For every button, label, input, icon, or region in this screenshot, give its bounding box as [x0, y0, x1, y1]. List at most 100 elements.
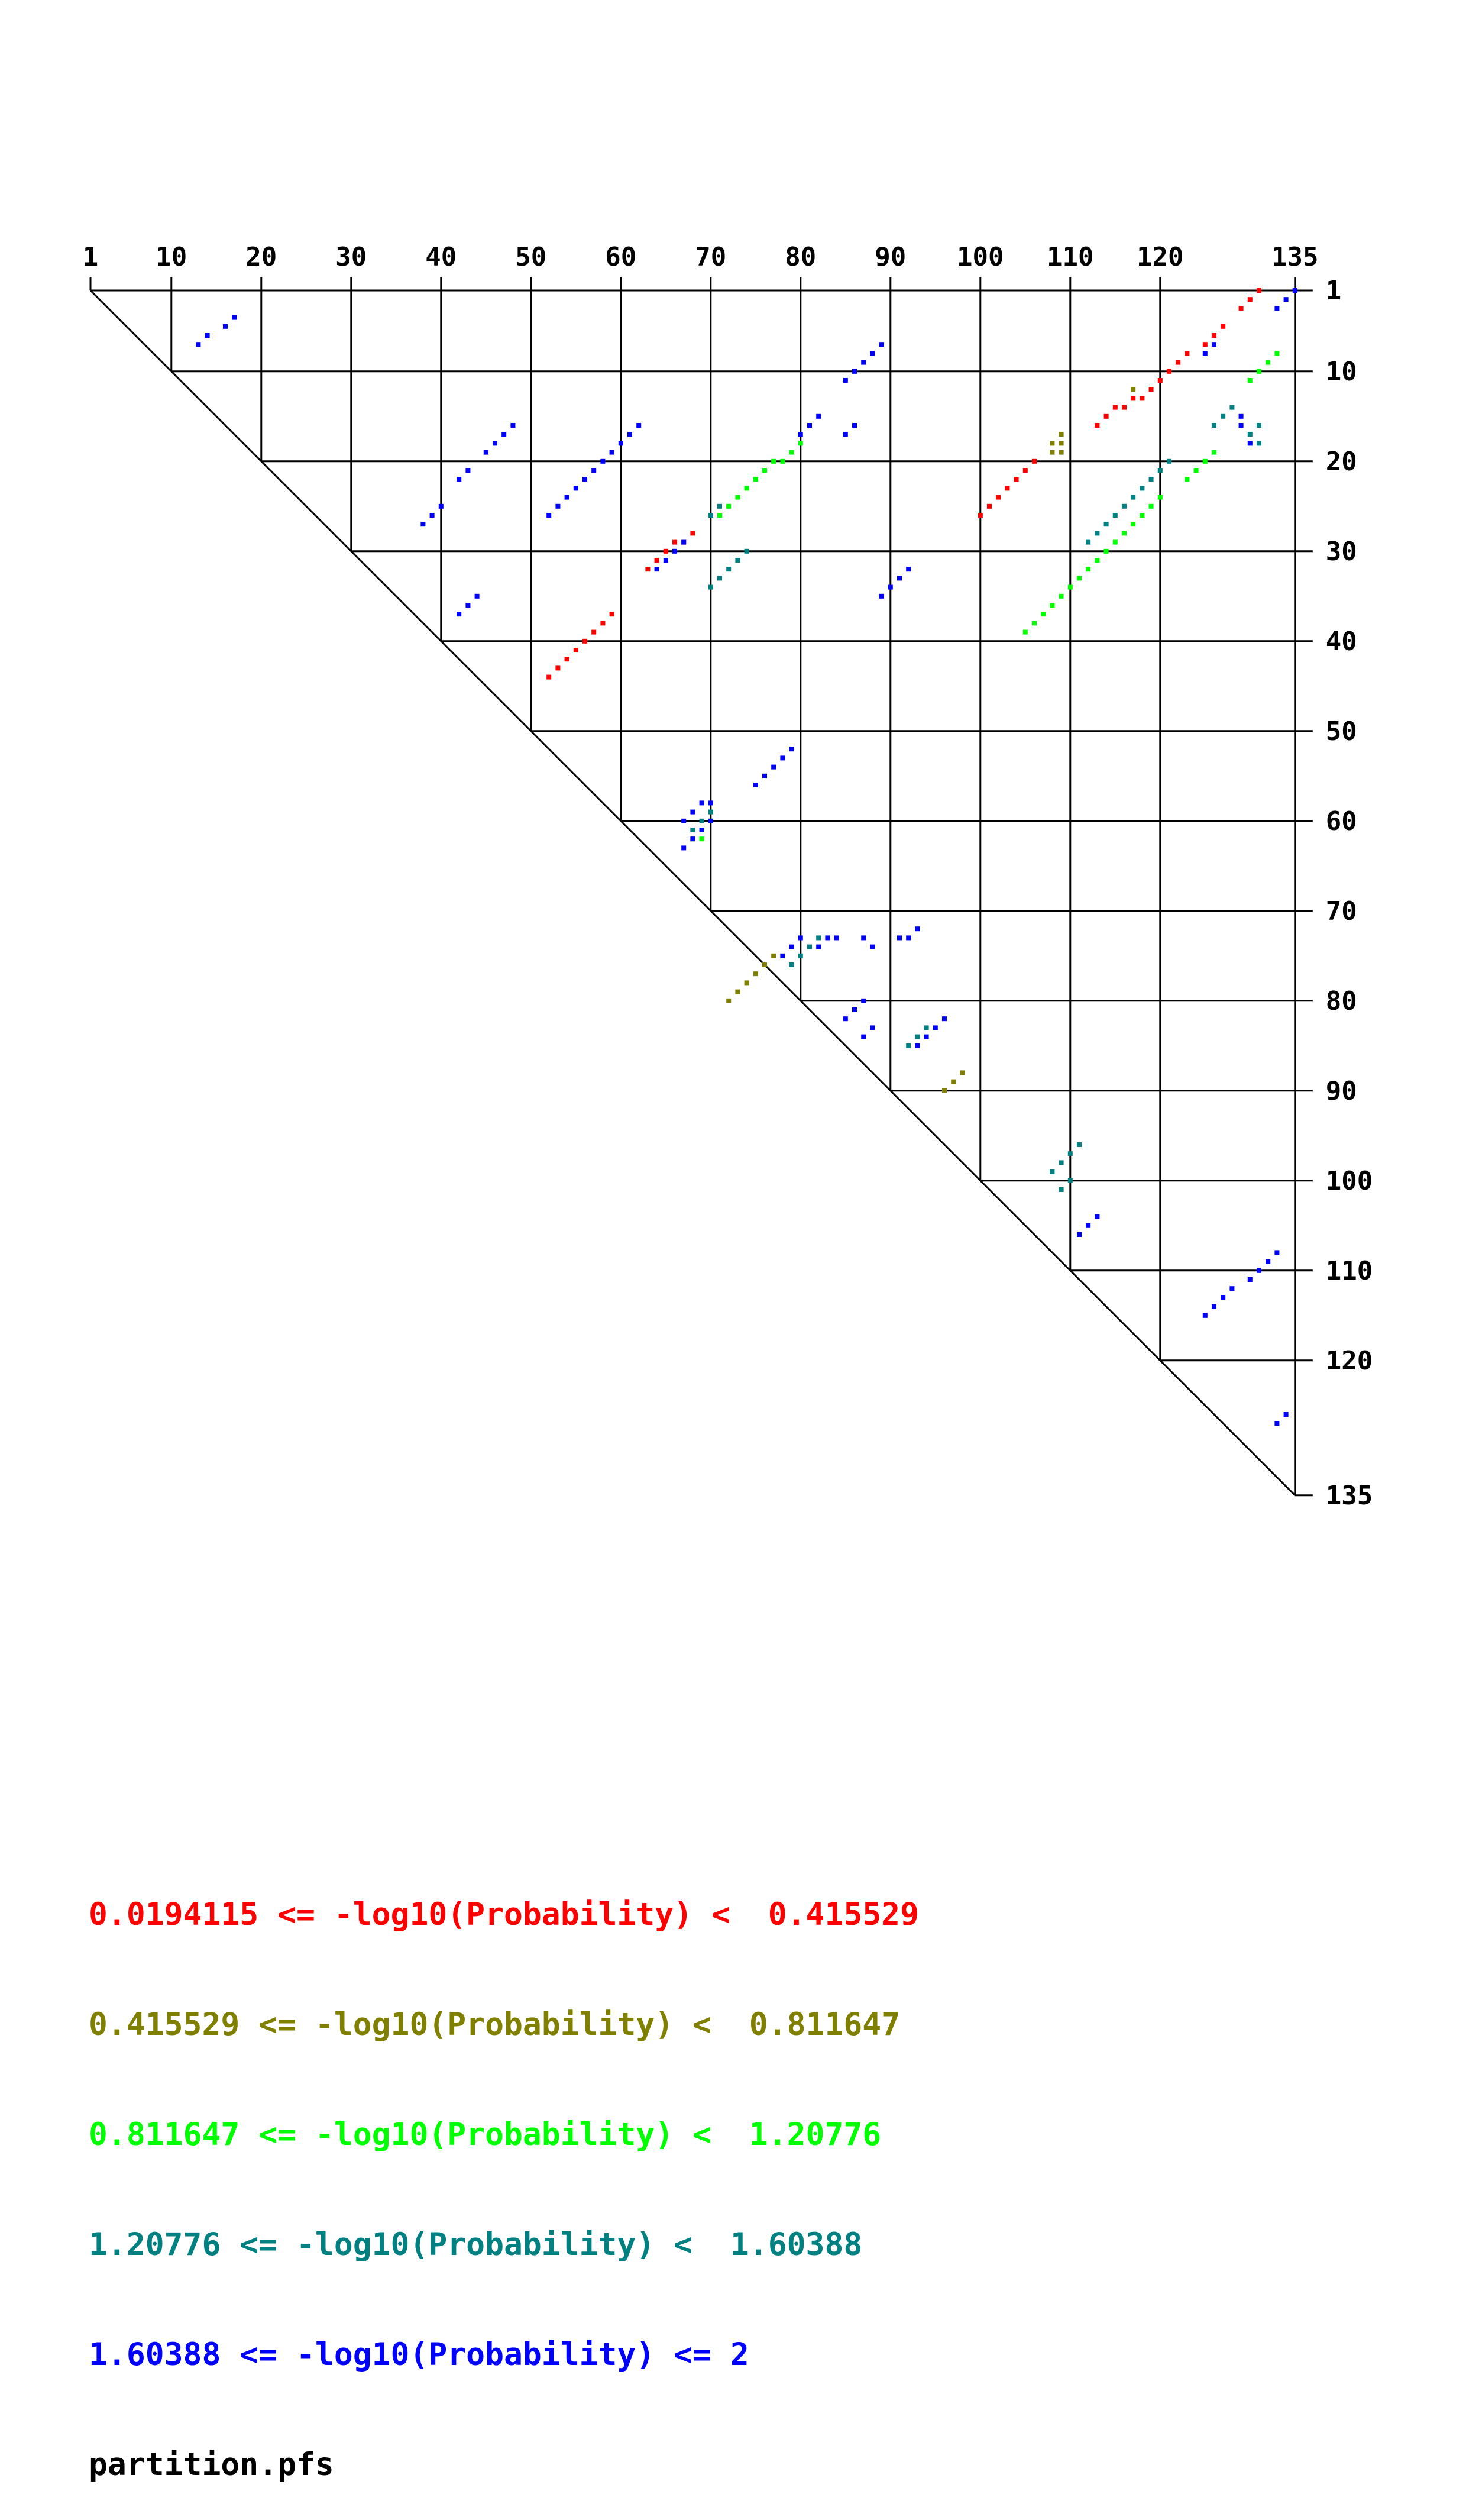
dot-series-2	[762, 468, 767, 473]
top-tick-label: 90	[875, 242, 906, 272]
dot-series-1	[771, 953, 776, 958]
top-tick-label: 20	[245, 242, 277, 272]
top-tick-label: 10	[156, 242, 187, 272]
dot-series-0	[1157, 378, 1163, 383]
dot-series-0	[591, 629, 597, 635]
right-tick-label: 70	[1326, 896, 1357, 926]
dot-series-2	[1032, 621, 1037, 626]
dot-series-0	[1221, 324, 1226, 329]
dot-series-4	[843, 378, 848, 383]
dot-series-3	[708, 513, 713, 518]
dot-series-4	[1247, 1277, 1253, 1282]
dot-series-4	[1202, 1313, 1208, 1318]
dot-series-2	[1212, 450, 1216, 455]
dot-series-1	[1050, 450, 1055, 455]
dot-series-4	[861, 1034, 866, 1039]
top-axis-ticks: 1 10 20 30 40 50 60 70 80 90 100 110 120 135	[83, 242, 1319, 272]
right-tick-label: 1	[1326, 276, 1342, 306]
top-tick-label: 30	[335, 242, 367, 272]
dot-series-4	[1077, 1232, 1082, 1237]
dot-series-4	[1283, 297, 1289, 302]
dot-series-3	[726, 567, 732, 572]
dot-series-2	[1131, 522, 1136, 527]
top-tick-label: 50	[515, 242, 546, 272]
dot-series-4	[205, 333, 210, 338]
dot-series-4	[1274, 306, 1280, 311]
dot-series-0	[573, 648, 578, 652]
dot-series-4	[789, 747, 794, 752]
dot-series-4	[924, 1034, 929, 1039]
dot-series-0	[1167, 369, 1171, 374]
legend-entry-olive: 0.415529 <= -log10(Probability) < 0.8116…	[89, 2007, 901, 2043]
dot-series-4	[1238, 423, 1244, 428]
dot-series-3	[717, 503, 722, 509]
dot-series-4	[564, 495, 569, 500]
right-tick-label: 20	[1326, 447, 1357, 477]
dot-series-3	[708, 584, 713, 590]
top-tick-label: 1	[83, 242, 99, 272]
dot-series-3	[1148, 477, 1154, 482]
dot-series-4	[861, 935, 866, 941]
dot-series-2	[1266, 360, 1271, 365]
dot-series-2	[1050, 603, 1055, 608]
dot-series-4	[1229, 1286, 1235, 1291]
dot-series-3	[915, 1034, 920, 1039]
dot-series-4	[888, 584, 893, 590]
dot-series-3	[1059, 1160, 1064, 1165]
dot-series-3	[1122, 503, 1127, 509]
dot-series-1	[1059, 441, 1064, 446]
dot-series-4	[618, 441, 623, 446]
dot-series-2	[1077, 576, 1082, 581]
top-tick-label: 110	[1047, 242, 1093, 272]
dot-series-4	[1086, 1223, 1091, 1228]
dot-series-4	[807, 423, 812, 428]
dot-series-2	[1022, 629, 1028, 635]
dot-series-1	[726, 998, 732, 1003]
dot-series-0	[1112, 405, 1118, 410]
dot-series-3	[906, 1043, 911, 1048]
dot-series-0	[600, 621, 606, 626]
dot-series-4	[915, 926, 920, 932]
dot-series-3	[1257, 423, 1261, 428]
dot-series-3	[1221, 413, 1226, 419]
dot-series-3	[699, 818, 704, 823]
dot-series-0	[654, 558, 659, 563]
dot-series-0	[672, 539, 677, 545]
dot-series-0	[1238, 306, 1244, 311]
dot-series-0	[1176, 360, 1181, 365]
dot-series-4	[627, 432, 632, 437]
dot-series-0	[1103, 413, 1109, 419]
dot-series-0	[564, 657, 569, 662]
dot-series-4	[897, 935, 902, 941]
dot-series-2	[780, 458, 785, 464]
dot-series-3	[1077, 1142, 1082, 1147]
dot-series-0	[1005, 486, 1010, 491]
dot-series-4	[843, 432, 848, 437]
dot-series-4	[852, 1007, 857, 1012]
dot-series-4	[789, 944, 794, 949]
dot-series-0	[1257, 288, 1261, 293]
dot-series-3	[807, 944, 812, 949]
dot-series-0	[1095, 423, 1100, 428]
dot-series-2	[1059, 593, 1064, 599]
dot-series-4	[762, 773, 767, 778]
right-tick-label: 30	[1326, 537, 1357, 567]
dot-series-4	[1266, 1259, 1271, 1264]
dot-series-1	[1050, 441, 1055, 446]
dot-series-0	[978, 513, 983, 518]
dot-series-3	[1167, 458, 1171, 464]
dot-series-0	[546, 674, 552, 680]
dot-plot: 1 10 20 30 40 50 60 70 80 90 100 110 120 135 11020304…	[83, 242, 1373, 1511]
dot-series-4	[870, 1025, 875, 1030]
dot-series-4	[771, 764, 776, 770]
dot-series-0	[663, 548, 668, 554]
dot-series-4	[555, 503, 561, 509]
dot-series-3	[924, 1025, 929, 1030]
dot-series-3	[1059, 1187, 1064, 1192]
top-tick-label: 80	[785, 242, 816, 272]
dot-series-4	[1292, 288, 1297, 293]
dot-series-0	[555, 665, 561, 671]
dot-series-4	[1247, 441, 1253, 446]
right-tick-label: 40	[1326, 626, 1357, 657]
dot-series-3	[1131, 495, 1136, 500]
